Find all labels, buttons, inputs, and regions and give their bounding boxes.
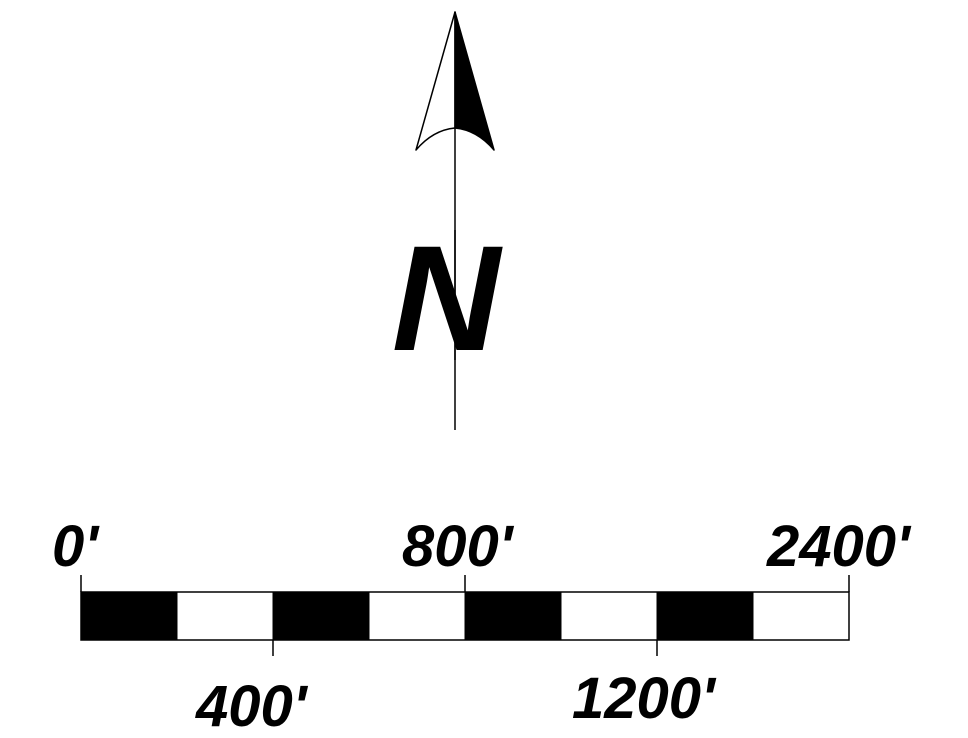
scale-segment-0 <box>80 591 178 641</box>
north-arrow: N <box>392 11 503 430</box>
north-arrow-icon <box>454 11 495 151</box>
scale-segment-6 <box>656 591 754 641</box>
scale-segment-3 <box>368 591 466 641</box>
scale-label-1200: 1200' <box>572 666 717 731</box>
scale-label-400: 400' <box>195 674 309 738</box>
scale-segment-5 <box>560 591 658 641</box>
scale-segment-7 <box>752 591 850 641</box>
scale-segment-2 <box>272 591 370 641</box>
north-letter: N <box>392 214 503 382</box>
scale-label-0: 0' <box>52 514 100 579</box>
north-arrow-left-half <box>415 11 456 151</box>
scale-segment-4 <box>464 591 562 641</box>
scale-segment-1 <box>176 591 274 641</box>
scale-label-2400: 2400' <box>766 514 912 579</box>
scale-bar-segments <box>80 591 850 641</box>
scale-label-800: 800' <box>402 514 515 579</box>
scale-bar: 0' 800' 2400' 400' 1200' <box>52 514 912 738</box>
